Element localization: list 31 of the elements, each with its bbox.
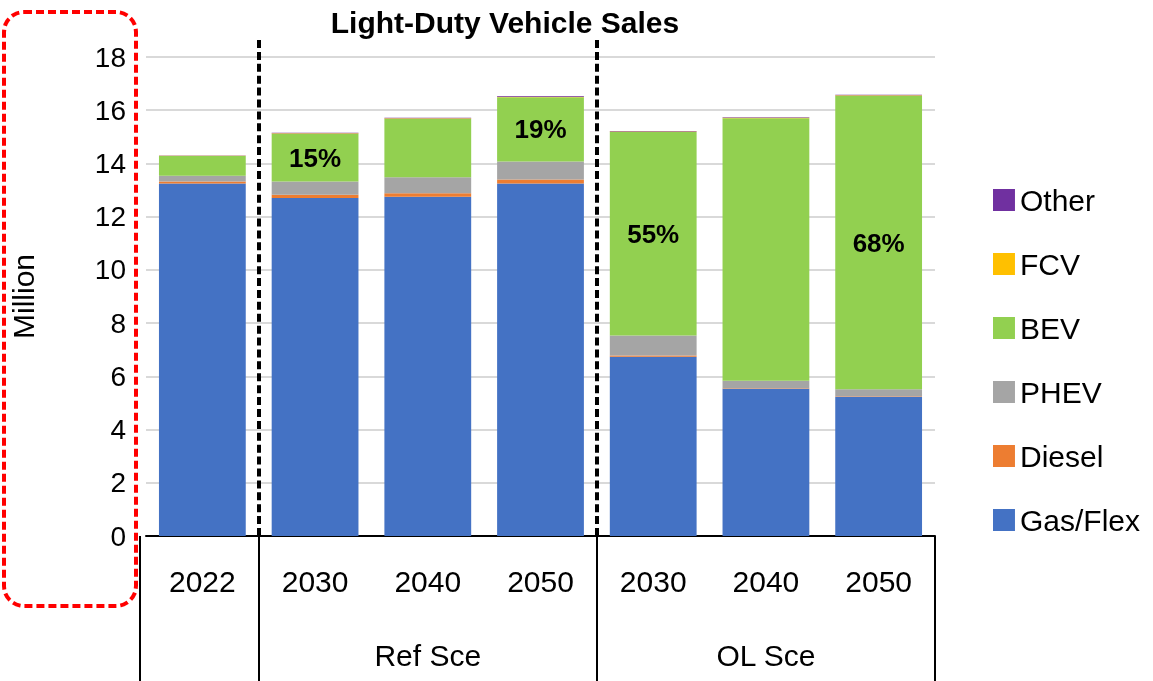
y-tick-label: 10 (94, 254, 126, 286)
legend-label: Gas/Flex (1019, 503, 1140, 537)
x-tick-label: 2040 (732, 564, 800, 598)
annotation: 68% (852, 227, 905, 258)
x-tick-label: 2040 (394, 564, 462, 598)
x-tick-label: 2030 (619, 564, 687, 598)
x-tick-label: 2022 (168, 564, 236, 598)
legend-label: Diesel (1019, 439, 1104, 473)
y-tick-label: 8 (110, 307, 126, 339)
text: Ref Sce (374, 638, 482, 672)
y-tick-label: 0 (110, 520, 126, 552)
text: OL Sce (716, 638, 816, 672)
y-tick-label: 6 (110, 360, 126, 392)
legend-label: Other (1019, 183, 1096, 217)
legend-label: PHEV (1019, 375, 1102, 409)
legend-label: FCV (1019, 247, 1080, 281)
y-tick-label: 14 (94, 147, 126, 179)
y-tick-label: 16 (94, 94, 126, 126)
annotation: 55% (627, 218, 680, 249)
x-tick-label: 2030 (281, 564, 349, 598)
x-tick-label: 2050 (507, 564, 574, 598)
y-tick-label: 18 (94, 41, 126, 73)
y-axis-title: Million (6, 253, 40, 340)
legend-label: BEV (1019, 311, 1080, 345)
y-tick-label: 4 (110, 414, 126, 446)
y-tick-label: 12 (94, 201, 126, 233)
x-tick-label: 2050 (845, 564, 913, 598)
y-tick-label: 2 (110, 467, 126, 499)
chart-title: Light-Duty Vehicle Sales (330, 5, 680, 39)
annotation: 15% (289, 142, 342, 173)
annotation: 19% (514, 114, 567, 145)
